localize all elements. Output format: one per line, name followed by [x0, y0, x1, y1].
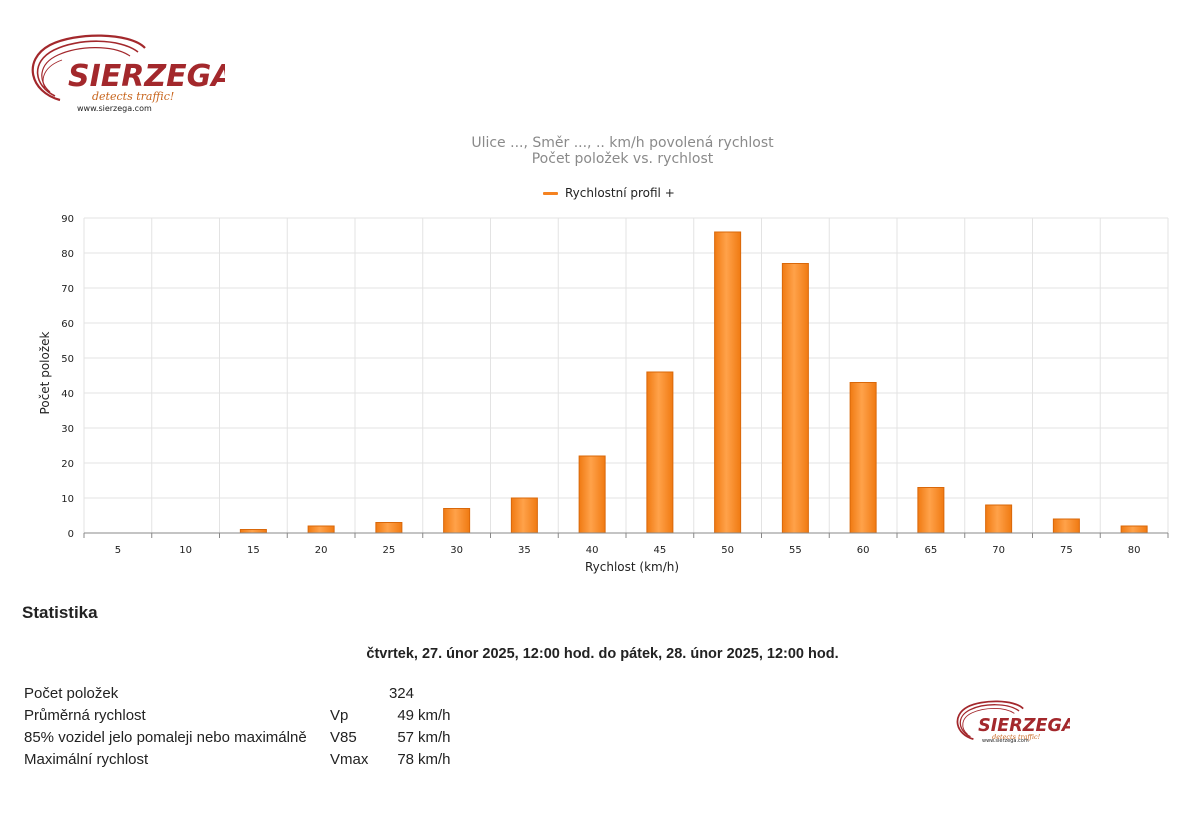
y-tick-label: 20	[61, 459, 74, 470]
y-tick-label: 10	[61, 494, 74, 505]
statistics-heading: Statistika	[22, 603, 98, 622]
legend-label: Rychlostní profil +	[565, 186, 675, 200]
x-tick-label: 45	[654, 545, 667, 556]
svg-text:SIERZEGA: SIERZEGA	[978, 716, 1070, 736]
y-tick-label: 80	[61, 249, 74, 260]
bar	[849, 382, 877, 534]
stat-unit: km/h	[418, 729, 451, 746]
chart-subtitle: Počet položek vs. rychlost	[531, 151, 714, 167]
y-tick-label: 40	[61, 389, 74, 400]
x-tick-label: 40	[586, 545, 599, 556]
x-tick-label: 15	[247, 545, 260, 556]
chart-legend[interactable]: Rychlostní profil +	[543, 186, 675, 200]
bar	[985, 504, 1013, 534]
y-axis-label: Počet položek	[38, 331, 52, 414]
y-tick-label: 50	[61, 354, 74, 365]
x-tick-label: 65	[925, 545, 938, 556]
stat-label: Maximální rychlost	[24, 751, 149, 768]
y-tick-label: 90	[61, 214, 74, 225]
chart-titles: Ulice ..., Směr ..., .. km/h povolená ry…	[0, 135, 1195, 167]
bar	[443, 508, 471, 534]
y-tick-label: 70	[61, 284, 74, 295]
bar	[714, 231, 742, 534]
x-tick-label: 80	[1128, 545, 1141, 556]
svg-text:SIERZEGA: SIERZEGA	[68, 59, 225, 94]
x-tick-label: 50	[721, 545, 734, 556]
bar	[917, 487, 945, 534]
sierzega-logo-graphic: SIERZEGA detects traffic!	[31, 34, 225, 103]
y-tick-label: 60	[61, 319, 74, 330]
bar	[1052, 518, 1080, 534]
legend-swatch	[543, 191, 558, 195]
x-axis-label: Rychlost (km/h)	[585, 560, 679, 574]
stat-label: 85% vozidel jelo pomaleji nebo maximálně	[24, 729, 307, 746]
stat-label: Počet položek	[24, 685, 119, 702]
x-tick-label: 30	[450, 545, 463, 556]
stat-value: 49	[397, 707, 414, 724]
x-tick-label: 60	[857, 545, 870, 556]
bar	[510, 497, 538, 534]
bar	[781, 263, 809, 534]
x-tick-label: 20	[315, 545, 328, 556]
chart-title: Ulice ..., Směr ..., .. km/h povolená ry…	[471, 135, 774, 151]
stat-symbol: Vmax	[330, 751, 369, 768]
stat-unit	[418, 683, 451, 705]
x-tick-label: 5	[115, 545, 121, 556]
x-tick-label: 75	[1060, 545, 1073, 556]
x-tick-label: 25	[383, 545, 396, 556]
sierzega-logo-small-graphic: SIERZEGA detects traffic!	[956, 700, 1070, 741]
svg-text:detects traffic!: detects traffic!	[992, 733, 1040, 741]
stat-unit: km/h	[418, 707, 451, 724]
stat-symbol: Vp	[330, 707, 349, 724]
bar	[307, 525, 335, 534]
x-tick-label: 35	[518, 545, 531, 556]
svg-text:detects traffic!: detects traffic!	[92, 90, 174, 103]
stat-symbol: V85	[330, 729, 357, 746]
stat-row-average: Průměrná rychlost Vp 49 km/h	[24, 705, 451, 727]
stat-unit: km/h	[418, 751, 451, 768]
x-tick-label: 10	[179, 545, 192, 556]
bar	[578, 455, 606, 534]
stat-row-max: Maximální rychlost Vmax 78 km/h	[24, 749, 451, 771]
y-tick-label: 30	[61, 424, 74, 435]
logo-url: www.sierzega.com	[77, 104, 152, 113]
stat-symbol	[330, 683, 382, 705]
y-tick-label: 0	[68, 529, 74, 540]
stat-value: 324	[388, 685, 414, 702]
sierzega-logo-small: SIERZEGA detects traffic! www.sierzega.c…	[950, 698, 1070, 748]
statistics-table: Počet položek 324 Průměrná rychlost Vp 4…	[24, 683, 451, 771]
sierzega-logo: SIERZEGA detects traffic! www.sierzega.c…	[20, 30, 225, 115]
stat-value: 57	[397, 729, 414, 746]
stat-row-v85: 85% vozidel jelo pomaleji nebo maximálně…	[24, 727, 451, 749]
date-range: čtvrtek, 27. únor 2025, 12:00 hod. do pá…	[366, 646, 839, 662]
bar	[239, 529, 267, 534]
bar	[1120, 525, 1148, 534]
stat-value: 78	[397, 751, 414, 768]
bar	[646, 371, 674, 534]
bar	[375, 522, 403, 534]
stat-row-count: Počet položek 324	[24, 683, 451, 705]
logo-url: www.sierzega.com	[982, 738, 1029, 744]
stat-label: Průměrná rychlost	[24, 707, 146, 724]
x-tick-label: 70	[992, 545, 1005, 556]
x-tick-label: 55	[789, 545, 802, 556]
